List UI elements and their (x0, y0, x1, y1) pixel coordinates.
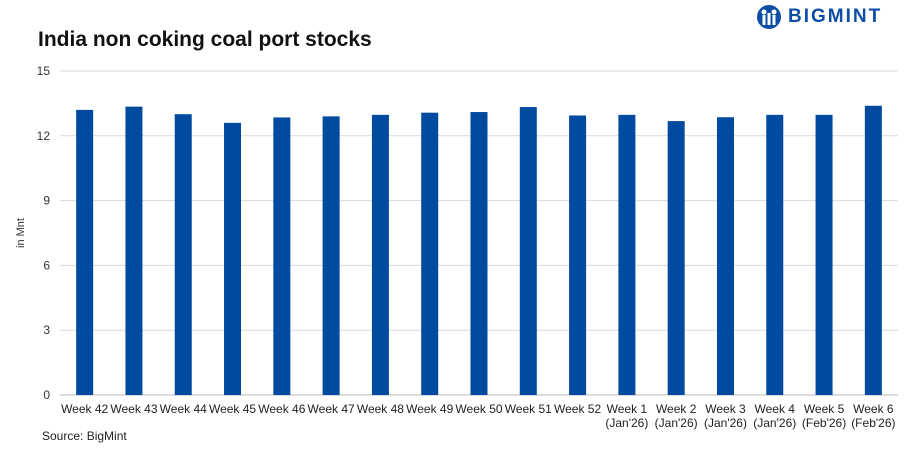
x-tick-label: Week 46 (258, 402, 305, 416)
x-tick-label: Week 43 (110, 402, 157, 416)
bar (273, 117, 291, 395)
x-tick-label: Week 2 (Jan'26) (655, 402, 698, 430)
y-tick-label: 9 (43, 194, 50, 208)
x-tick-label: Week 4 (Jan'26) (753, 402, 796, 430)
bar (470, 112, 488, 395)
bar (421, 112, 439, 396)
bar (174, 114, 192, 395)
x-tick-label: Week 50 (455, 402, 502, 416)
source-note: Source: BigMint (42, 429, 127, 443)
bar (76, 109, 94, 395)
y-tick-label: 15 (37, 64, 51, 78)
bar (125, 106, 143, 395)
bar (224, 122, 242, 395)
x-tick-label: Week 5 (Feb'26) (802, 402, 846, 430)
bigmint-logo-icon (757, 5, 781, 29)
bar (519, 107, 537, 396)
y-tick-label: 12 (37, 129, 51, 143)
y-tick-label: 6 (43, 258, 50, 272)
x-tick-label: Week 47 (308, 402, 355, 416)
bar (618, 114, 636, 396)
x-tick-label: Week 48 (357, 402, 404, 416)
brand-logo: BIGMINT (756, 4, 882, 30)
x-tick-label: Week 51 (505, 402, 552, 416)
y-tick-label: 3 (43, 323, 50, 337)
x-tick-label: Week 3 (Jan'26) (704, 402, 747, 430)
bar (864, 105, 882, 395)
x-tick-label: Week 45 (209, 402, 256, 416)
bar (322, 116, 340, 396)
x-tick-label: Week 1 (Jan'26) (605, 402, 648, 430)
chart-title: India non coking coal port stocks (38, 28, 372, 51)
bar (569, 115, 587, 395)
bar (766, 114, 784, 396)
y-tick-label: 0 (43, 388, 50, 402)
x-tick-label: Week 44 (160, 402, 207, 416)
bar (371, 114, 389, 396)
bar (815, 114, 833, 396)
x-tick-label: Week 6 (Feb'26) (851, 402, 895, 430)
x-tick-label: Week 42 (61, 402, 108, 416)
x-tick-label: Week 52 (554, 402, 601, 416)
brand-name: BIGMINT (788, 6, 883, 27)
bar (716, 117, 734, 395)
bar (667, 121, 685, 395)
y-axis-label: in Mnt (15, 218, 27, 248)
x-tick-label: Week 49 (406, 402, 453, 416)
